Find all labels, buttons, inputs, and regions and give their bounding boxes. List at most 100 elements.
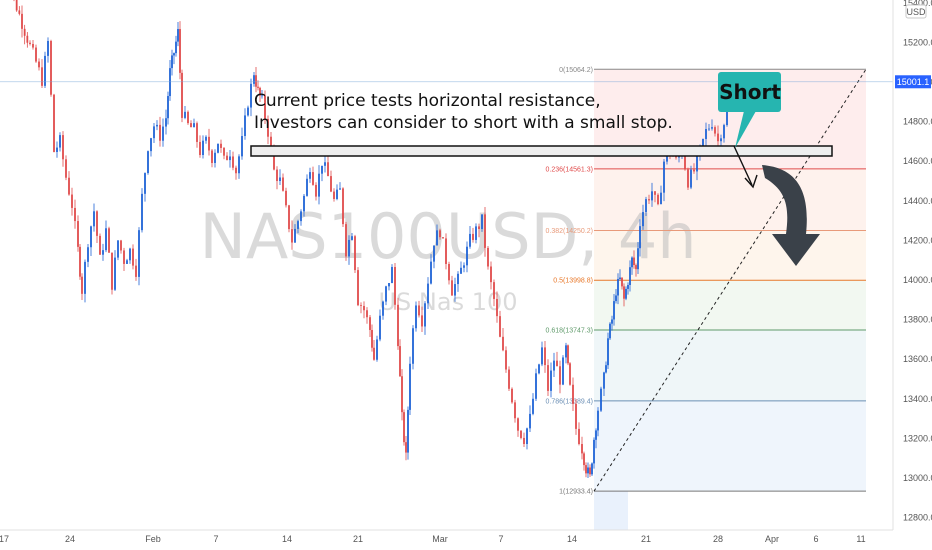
candle-body xyxy=(41,67,43,86)
candle-body xyxy=(363,305,365,311)
candle-body xyxy=(409,363,411,410)
candle-body xyxy=(294,228,296,243)
candle-body xyxy=(401,376,403,413)
candle-body xyxy=(556,360,558,367)
candle-body xyxy=(205,136,207,141)
candle-body xyxy=(315,184,317,197)
fib-zone xyxy=(594,280,866,331)
y-tick-label: 13000.0 xyxy=(903,473,932,483)
candle-body xyxy=(79,246,81,277)
candle-body xyxy=(399,346,401,377)
y-tick-label: 14000.0 xyxy=(903,275,932,285)
x-tick-label: 14 xyxy=(567,534,577,544)
fib-label: 0.382(14250.2) xyxy=(546,228,593,235)
candle-body xyxy=(451,280,453,296)
candle-body xyxy=(415,305,417,329)
candle-body xyxy=(129,248,131,261)
candle-body xyxy=(514,402,516,419)
candle-body xyxy=(373,347,375,360)
candle-body xyxy=(18,10,21,14)
candle-body xyxy=(642,212,644,227)
time-band xyxy=(594,491,628,530)
big-curved-arrow xyxy=(762,165,820,266)
candle-body xyxy=(291,229,293,243)
candle-body xyxy=(29,42,31,44)
candle-body xyxy=(397,304,399,347)
candle-body xyxy=(167,96,169,119)
candle-body xyxy=(648,199,650,201)
candle-body xyxy=(345,224,347,257)
candle-body xyxy=(153,126,155,139)
candle-body xyxy=(490,266,492,283)
candle-body xyxy=(62,135,64,160)
candle-body xyxy=(631,257,633,268)
candle-body xyxy=(318,173,320,197)
candle-body xyxy=(538,364,540,374)
candle-body xyxy=(208,136,210,151)
candle-body xyxy=(382,301,384,316)
candle-body xyxy=(135,265,137,277)
candle-body xyxy=(108,228,110,253)
candle-body xyxy=(433,245,435,262)
candle-body xyxy=(162,126,164,141)
resistance-box[interactable] xyxy=(250,145,833,157)
candle-body xyxy=(544,347,546,366)
candle-body xyxy=(711,127,713,129)
candle-body xyxy=(591,463,593,475)
y-tick-label: 14600.0 xyxy=(903,156,932,166)
candle-body xyxy=(535,373,537,399)
candle-body xyxy=(666,152,668,162)
candle-body xyxy=(99,235,101,255)
x-tick-label: 21 xyxy=(353,534,363,544)
candle-body xyxy=(553,360,555,371)
candle-body xyxy=(460,267,462,274)
candle-body xyxy=(505,350,507,370)
candle-body xyxy=(288,205,290,230)
candle-body xyxy=(177,29,179,42)
candle-body xyxy=(684,154,686,170)
y-tick-label: 14800.0 xyxy=(903,117,932,127)
candle-body xyxy=(357,270,359,306)
candle-body xyxy=(138,230,140,277)
candle-body xyxy=(623,286,625,299)
candle-body xyxy=(120,240,122,251)
candle-body xyxy=(68,177,70,195)
y-tick-label: 12800.0 xyxy=(903,513,932,523)
candle-body xyxy=(65,159,67,178)
candle-body xyxy=(273,147,275,170)
candle-body xyxy=(276,169,278,182)
candle-body xyxy=(87,247,89,262)
candle-body xyxy=(696,154,698,172)
candle-body xyxy=(232,156,234,168)
currency-badge[interactable]: USD xyxy=(905,4,927,19)
candle-body xyxy=(303,195,305,212)
candle-body xyxy=(454,284,456,296)
candle-body xyxy=(457,273,459,285)
time-axis[interactable]: 17 24 Feb 7 14 21 Mar 7 14 21 28 Apr 6 11 xyxy=(0,529,893,544)
candle-body xyxy=(35,47,37,62)
candle-body xyxy=(181,72,183,118)
candle-body xyxy=(615,295,617,302)
candle-body xyxy=(581,444,583,454)
candle-body xyxy=(511,388,513,403)
fib-zone xyxy=(594,330,866,401)
fib-zone xyxy=(594,168,866,231)
candle-body xyxy=(600,388,602,411)
candle-body xyxy=(235,167,237,174)
candle-body xyxy=(255,75,257,87)
candle-body xyxy=(517,418,519,431)
candle-body xyxy=(321,165,323,174)
x-tick-label: 24 xyxy=(65,534,75,544)
candle-body xyxy=(223,147,225,156)
candle-body xyxy=(253,75,255,84)
candle-body xyxy=(484,214,486,248)
candle-body xyxy=(196,123,198,142)
candle-body xyxy=(111,252,113,290)
x-tick-label: 28 xyxy=(713,534,723,544)
fib-label: 0.786(13389.4) xyxy=(546,398,593,405)
short-callout[interactable]: Short xyxy=(718,72,781,148)
candle-body xyxy=(336,189,338,199)
candle-body xyxy=(578,428,580,445)
current-price-tag: 15001.1 xyxy=(895,75,931,89)
